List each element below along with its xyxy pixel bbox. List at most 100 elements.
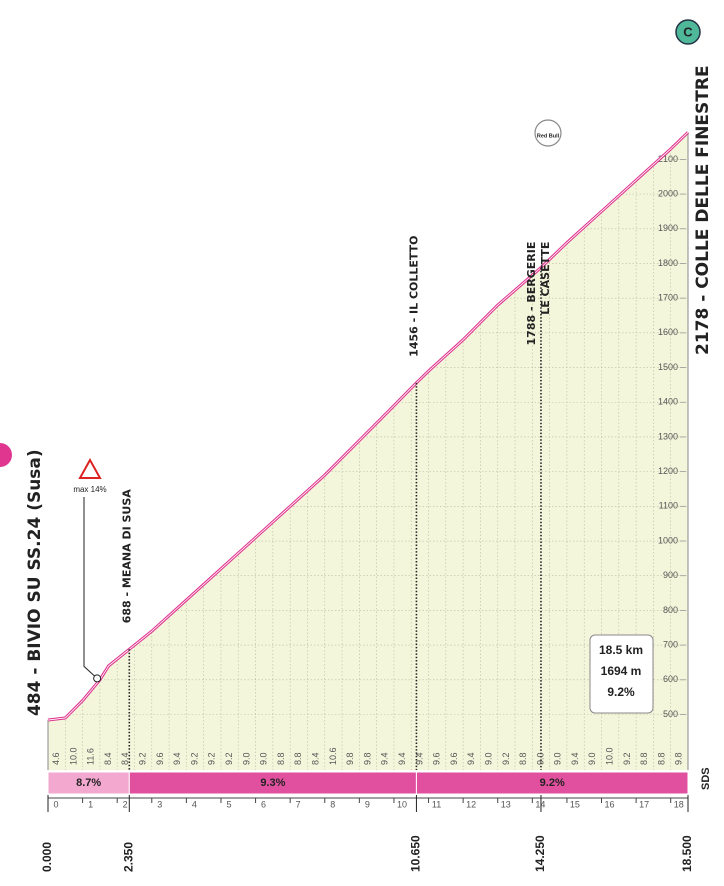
warning-icon bbox=[78, 457, 102, 479]
segment-gradient: 9.8 bbox=[362, 752, 372, 765]
profile-line-inner bbox=[47, 132, 689, 721]
segment-gradient: 10.6 bbox=[328, 747, 338, 765]
y-tick-label: 900 bbox=[663, 570, 678, 580]
x-tick-label: 7 bbox=[296, 799, 301, 809]
segment-gradient: 9.4 bbox=[397, 752, 407, 765]
segment-gradient: 9.4 bbox=[414, 752, 424, 765]
segment-gradient: 9.0 bbox=[241, 752, 251, 765]
sprint-badge bbox=[534, 119, 562, 147]
y-tick-label: 700 bbox=[663, 639, 678, 649]
distance-label: 14.250 bbox=[533, 835, 547, 872]
x-tick-label: 16 bbox=[605, 799, 615, 809]
segment-gradient: 9.2 bbox=[501, 752, 511, 765]
start-label: 484 - BIVIO SU SS.24 (Susa) bbox=[25, 449, 45, 716]
x-tick-label: 3 bbox=[157, 799, 162, 809]
band-label: 9.3% bbox=[260, 777, 285, 789]
finish-label: 2178 - COLLE DELLE FINESTRE bbox=[693, 65, 713, 355]
x-tick-label: 2 bbox=[123, 799, 128, 809]
category-badge bbox=[675, 19, 701, 45]
x-tick-label: 13 bbox=[501, 799, 511, 809]
segment-gradient: 9.8 bbox=[345, 752, 355, 765]
segment-gradient: 9.6 bbox=[432, 752, 442, 765]
segment-gradient: 8.8 bbox=[276, 752, 286, 765]
x-tick-label: 1 bbox=[88, 799, 93, 809]
max-point bbox=[93, 674, 102, 683]
y-tick-label: 1100 bbox=[659, 501, 678, 511]
y-tick-label: 1600 bbox=[658, 327, 678, 337]
summary-line: 1694 m bbox=[601, 664, 642, 678]
y-tick-label: 600 bbox=[663, 674, 678, 684]
sprint-text: Red Bull bbox=[537, 133, 560, 139]
segment-gradient: 9.2 bbox=[622, 752, 632, 765]
x-tick-label: 10 bbox=[397, 799, 407, 809]
y-tick-label: 1400 bbox=[658, 397, 678, 407]
segment-gradient: 9.4 bbox=[570, 752, 580, 765]
segment-gradient: 10.0 bbox=[605, 747, 615, 765]
place-label: 1788 - BERGERIE bbox=[525, 242, 538, 346]
footer-mark: SDS bbox=[700, 767, 712, 790]
segment-gradient: 9.0 bbox=[535, 752, 545, 765]
distance-label: 18.500 bbox=[680, 835, 694, 872]
summary-box bbox=[589, 634, 654, 714]
band-label: 9.2% bbox=[540, 777, 565, 789]
segment-gradient: 9.4 bbox=[466, 752, 476, 765]
segment-gradient: 9.4 bbox=[172, 752, 182, 765]
segment-gradient: 8.8 bbox=[656, 752, 666, 765]
segment-gradient: 9.6 bbox=[155, 752, 165, 765]
distance-label: 2.350 bbox=[121, 842, 135, 872]
x-tick-label: 4 bbox=[192, 799, 197, 809]
y-tick-label: 1300 bbox=[658, 431, 678, 441]
x-tick-label: 17 bbox=[639, 799, 649, 809]
y-tick-label: 1900 bbox=[658, 223, 678, 233]
max-gradient: max 14% bbox=[73, 485, 106, 494]
segment-gradient: 8.8 bbox=[639, 752, 649, 765]
max-leader bbox=[83, 497, 98, 679]
x-tick-label: 18 bbox=[674, 799, 684, 809]
segment-gradient: 9.0 bbox=[259, 752, 269, 765]
place-label: 688 - MEANA DI SUSA bbox=[120, 489, 133, 624]
segment-gradient: 10.0 bbox=[68, 747, 78, 765]
segment-gradient: 9.0 bbox=[587, 752, 597, 765]
segment-gradient: 8.8 bbox=[293, 752, 303, 765]
x-tick-label: 5 bbox=[226, 799, 231, 809]
band-label: 8.7% bbox=[76, 777, 101, 789]
segment-gradient: 8.8 bbox=[518, 752, 528, 765]
x-tick-label: 0 bbox=[53, 799, 58, 809]
y-tick-label: 500 bbox=[663, 709, 678, 719]
segment-gradient: 9.2 bbox=[189, 752, 199, 765]
gradient-band bbox=[415, 771, 689, 795]
place-label: 1456 - IL COLLETTO bbox=[407, 235, 420, 356]
x-tick-label: 8 bbox=[330, 799, 335, 809]
y-tick-label: 2100 bbox=[658, 154, 678, 164]
segment-gradient: 9.2 bbox=[207, 752, 217, 765]
segment-gradient: 8.4 bbox=[103, 752, 113, 765]
y-tick-label: 1800 bbox=[658, 258, 678, 268]
segment-gradient: 9.8 bbox=[674, 752, 684, 765]
segment-gradient: 9.0 bbox=[483, 752, 493, 765]
summary-line: 18.5 km bbox=[599, 643, 643, 657]
y-tick-label: 2000 bbox=[658, 188, 678, 198]
y-tick-label: 1200 bbox=[658, 466, 678, 476]
summary-line: 9.2% bbox=[607, 685, 635, 699]
x-tick-label: 11 bbox=[432, 799, 441, 809]
segment-gradient: 9.0 bbox=[553, 752, 563, 765]
y-tick-label: 800 bbox=[663, 605, 678, 615]
segment-gradient: 9.6 bbox=[449, 752, 459, 765]
segment-gradient: 9.2 bbox=[138, 752, 148, 765]
category-text: C bbox=[683, 24, 693, 39]
page-marker bbox=[0, 443, 12, 467]
segment-gradient: 8.4 bbox=[310, 752, 320, 765]
segment-gradient: 4.6 bbox=[51, 752, 61, 765]
y-tick-label: 1700 bbox=[658, 293, 678, 303]
x-tick-label: 14 bbox=[535, 799, 545, 809]
segment-gradient: 9.2 bbox=[224, 752, 234, 765]
x-tick-label: 15 bbox=[570, 799, 580, 809]
x-tick-label: 9 bbox=[365, 799, 370, 809]
segment-gradient: 9.4 bbox=[380, 752, 390, 765]
segment-gradient: 11.6 bbox=[86, 748, 96, 765]
x-tick-label: 6 bbox=[261, 799, 266, 809]
place-label: LE CASETTE bbox=[539, 242, 552, 315]
distance-label: 10.650 bbox=[409, 835, 423, 872]
x-tick-label: 12 bbox=[466, 799, 476, 809]
